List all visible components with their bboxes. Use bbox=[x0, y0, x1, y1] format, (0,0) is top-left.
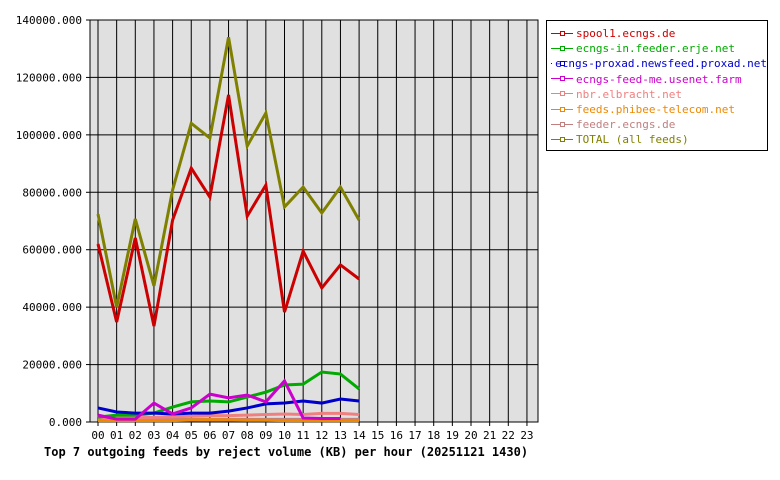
x-tick-label: 04 bbox=[166, 429, 180, 442]
x-tick-label: 14 bbox=[352, 429, 366, 442]
x-tick-label: 09 bbox=[259, 429, 272, 442]
y-tick-label: 20000.000 bbox=[22, 359, 82, 372]
y-tick-label: 40000.000 bbox=[22, 301, 82, 314]
x-tick-label: 06 bbox=[203, 429, 216, 442]
legend-label: feeder.ecngs.de bbox=[576, 118, 676, 132]
x-tick-label: 18 bbox=[427, 429, 440, 442]
chart-title: Top 7 outgoing feeds by reject volume (K… bbox=[44, 445, 528, 459]
y-axis: 0.000 20000.000 40000.000 60000.000 80000.00… bbox=[16, 14, 90, 429]
x-tick-label: 08 bbox=[241, 429, 254, 442]
x-axis: 00 01 02 03 04 05 06 07 08 09 10 11 12 13 14 15 16 17 18 19… bbox=[91, 422, 534, 442]
x-tick-label: 13 bbox=[334, 429, 347, 442]
series-line bbox=[97, 378, 341, 421]
series-line bbox=[98, 411, 360, 420]
legend-swatch-icon bbox=[551, 59, 567, 69]
y-tick-label: 140000.000 bbox=[16, 14, 82, 27]
legend-label: nbr.elbracht.net bbox=[576, 87, 682, 101]
y-tick-label: 60000.000 bbox=[22, 244, 82, 257]
legend-item: feeder.ecngs.de bbox=[551, 117, 767, 132]
x-tick-label: 22 bbox=[502, 429, 515, 442]
legend-label: ecngs-in.feeder.erje.net bbox=[576, 42, 735, 56]
x-tick-label: 21 bbox=[483, 429, 496, 442]
legend-swatch-icon bbox=[551, 120, 573, 130]
y-tick-label: 80000.000 bbox=[22, 186, 82, 199]
legend-label: TOTAL (all feeds) bbox=[576, 133, 689, 147]
x-tick-label: 07 bbox=[222, 429, 235, 442]
legend: spool1.ecngs.de ecngs-in.feeder.erje.net e… bbox=[546, 20, 768, 151]
plot-area bbox=[89, 19, 539, 423]
x-tick-label: 17 bbox=[408, 429, 421, 442]
legend-item: spool1.ecngs.de bbox=[551, 26, 767, 41]
x-tick-label: 10 bbox=[278, 429, 291, 442]
legend-label: feeds.phibee-telecom.net bbox=[576, 103, 735, 117]
legend-label: ecngs-proxad.newsfeed.proxad.net bbox=[555, 57, 767, 71]
x-tick-label: 20 bbox=[464, 429, 477, 442]
x-tick-label: 12 bbox=[315, 429, 328, 442]
legend-item: feeds.phibee-telecom.net bbox=[551, 102, 767, 117]
legend-swatch-icon bbox=[551, 135, 573, 145]
y-tick-label: 100000.000 bbox=[16, 129, 82, 142]
legend-swatch-icon bbox=[551, 89, 573, 99]
legend-swatch-icon bbox=[551, 105, 573, 115]
y-tick-label: 0.000 bbox=[49, 416, 82, 429]
x-tick-label: 00 bbox=[91, 429, 104, 442]
x-tick-label: 23 bbox=[520, 429, 533, 442]
legend-swatch-icon bbox=[551, 29, 573, 39]
legend-item: ecngs-feed-me.usenet.farm bbox=[551, 72, 767, 87]
x-tick-label: 15 bbox=[371, 429, 384, 442]
legend-item: nbr.elbracht.net bbox=[551, 87, 767, 102]
x-tick-label: 05 bbox=[185, 429, 198, 442]
x-tick-label: 16 bbox=[390, 429, 403, 442]
y-tick-label: 120000.000 bbox=[16, 71, 82, 84]
legend-item: ecngs-in.feeder.erje.net bbox=[551, 41, 767, 56]
series-line bbox=[98, 418, 360, 423]
legend-swatch-icon bbox=[551, 74, 573, 84]
legend-label: spool1.ecngs.de bbox=[576, 27, 676, 41]
legend-item: ecngs-proxad.newsfeed.proxad.net bbox=[551, 56, 767, 71]
series-line bbox=[96, 36, 361, 308]
legend-swatch-icon bbox=[551, 44, 573, 54]
x-tick-label: 02 bbox=[129, 429, 142, 442]
x-tick-label: 19 bbox=[446, 429, 459, 442]
x-tick-label: 11 bbox=[297, 429, 310, 442]
grid-lines bbox=[90, 19, 538, 423]
legend-item: TOTAL (all feeds) bbox=[551, 132, 767, 147]
series-lines bbox=[96, 36, 361, 423]
legend-label: ecngs-feed-me.usenet.farm bbox=[576, 72, 742, 86]
x-tick-label: 03 bbox=[147, 429, 160, 442]
series-line bbox=[96, 94, 361, 327]
x-tick-label: 01 bbox=[110, 429, 123, 442]
